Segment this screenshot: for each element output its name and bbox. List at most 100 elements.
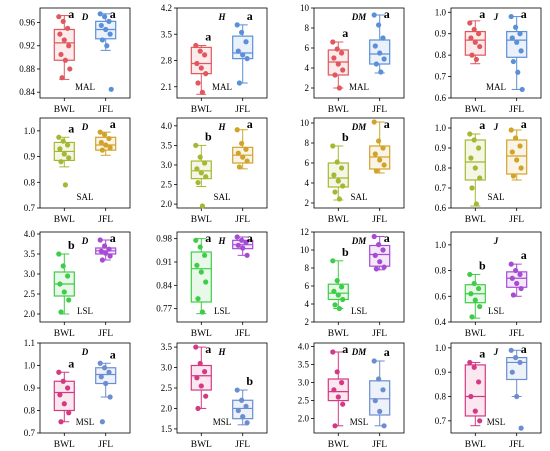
data-point <box>58 51 64 58</box>
significance-letter: a <box>68 121 74 135</box>
data-point <box>332 423 338 429</box>
y-tick-label: 3.5 <box>24 249 36 259</box>
series-bwl: a <box>53 7 75 81</box>
y-tick-label: 4.0 <box>24 229 36 239</box>
x-category-label: JFL <box>235 105 250 115</box>
y-tick-label: 0.9 <box>435 143 447 153</box>
data-point <box>195 296 201 302</box>
data-point <box>203 393 209 399</box>
data-point <box>107 31 113 37</box>
significance-letter: a <box>110 117 116 131</box>
data-point <box>202 369 208 375</box>
data-point <box>331 288 337 294</box>
data-point <box>58 309 64 315</box>
data-point <box>509 275 515 281</box>
data-point <box>58 159 64 165</box>
panel-mal-dm: 2 4 6 8 10 BWL JFL DM MAL a a <box>300 3 405 115</box>
x-category-label: BWL <box>328 105 349 115</box>
data-point <box>106 18 112 24</box>
data-point <box>57 146 63 152</box>
region-label: LSL <box>214 306 230 316</box>
y-tick-label: 3.5 <box>161 140 173 150</box>
x-category-label: BWL <box>191 215 212 225</box>
series-bwl: a <box>53 121 75 188</box>
y-tick-label: 1.0 <box>24 361 36 371</box>
data-point <box>66 297 72 303</box>
data-point <box>56 134 62 140</box>
data-point <box>98 374 104 380</box>
metric-label: DM <box>351 347 367 357</box>
x-category-label: JFL <box>509 440 524 450</box>
data-point <box>234 234 240 240</box>
x-category-label: BWL <box>465 329 486 339</box>
data-point <box>56 14 62 20</box>
data-point <box>476 145 482 151</box>
significance-letter: a <box>521 248 527 262</box>
y-tick-label: 10 <box>300 245 310 255</box>
data-point <box>203 174 209 180</box>
y-tick-label: 12 <box>300 227 309 237</box>
data-point <box>335 178 341 184</box>
data-point <box>194 375 200 381</box>
data-point <box>468 393 474 400</box>
x-category-label: JFL <box>98 215 113 225</box>
series-bwl: b <box>327 245 349 312</box>
data-point <box>340 183 346 189</box>
data-point <box>65 25 71 31</box>
plot-frame <box>313 342 405 434</box>
series-jfl: a <box>506 248 528 298</box>
data-point <box>97 129 103 135</box>
data-point <box>66 410 72 416</box>
significance-letter: a <box>205 231 211 245</box>
y-tick-label: 2.5 <box>161 180 173 190</box>
data-point <box>469 185 475 191</box>
data-point <box>107 394 113 400</box>
data-point <box>335 61 341 67</box>
data-point <box>203 279 209 285</box>
x-category-label: JFL <box>509 215 524 225</box>
data-point <box>56 251 62 257</box>
data-point <box>508 127 514 133</box>
data-point <box>514 280 520 287</box>
x-category-label: BWL <box>465 105 486 115</box>
plot-frame <box>450 231 542 323</box>
y-tick-label: 0.8 <box>24 406 36 416</box>
x-category-label: JFL <box>235 215 250 225</box>
data-point <box>99 37 105 43</box>
data-point <box>371 358 377 364</box>
data-point <box>376 376 382 382</box>
plot-frame <box>176 231 268 323</box>
y-tick-label: 8 <box>305 23 310 33</box>
data-point <box>339 165 345 171</box>
metric-label: D <box>81 122 89 132</box>
metric-label: J <box>493 122 499 132</box>
data-point <box>235 150 241 156</box>
data-point <box>508 261 514 267</box>
region-label: MSL <box>213 417 232 427</box>
data-point <box>380 247 386 253</box>
plot-frame <box>176 7 268 99</box>
data-point <box>59 75 65 81</box>
y-tick-label: 1.5 <box>161 424 173 434</box>
y-tick-label: 0.8 <box>24 177 36 187</box>
y-tick-label: 0.9 <box>24 383 36 393</box>
data-point <box>235 242 241 248</box>
series-bwl: a <box>190 30 212 95</box>
series-jfl: a <box>369 117 391 174</box>
y-tick-label: 4 <box>305 178 310 188</box>
series-bwl: a <box>53 356 75 425</box>
data-point <box>103 142 109 148</box>
data-point <box>198 269 204 275</box>
x-category-label: JFL <box>372 215 387 225</box>
data-point <box>106 246 112 252</box>
data-point <box>471 137 477 143</box>
y-tick-label: 3.0 <box>161 160 173 170</box>
data-point <box>60 18 66 24</box>
y-tick-label: 2 <box>305 198 310 208</box>
x-category-label: JFL <box>98 329 113 339</box>
y-tick-label: 1.0 <box>435 7 447 17</box>
data-point <box>195 80 201 86</box>
series-bwl: a <box>464 7 486 65</box>
data-point <box>380 387 386 393</box>
y-tick-label: 2.0 <box>298 414 310 424</box>
